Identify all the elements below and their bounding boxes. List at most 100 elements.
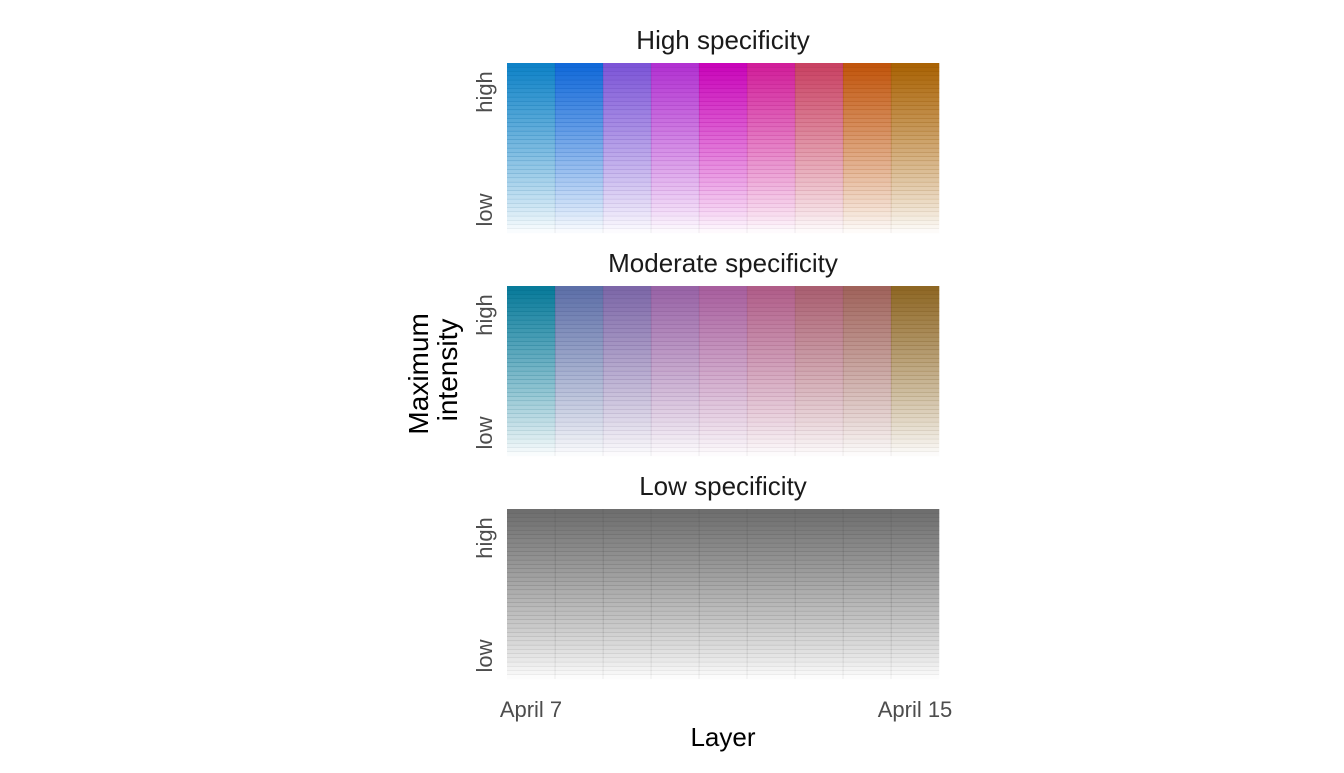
heatmap-cell	[555, 358, 604, 363]
heatmap-cell	[651, 670, 700, 676]
heatmap-cell	[891, 165, 940, 170]
heatmap-cell	[507, 341, 556, 346]
heatmap-cell	[747, 396, 796, 402]
heatmap-cell	[747, 169, 796, 174]
heatmap-cell	[747, 551, 796, 557]
heatmap-cell	[747, 156, 796, 162]
heatmap-cell	[555, 75, 604, 81]
heatmap-cell	[555, 551, 604, 557]
heatmap-cell	[507, 148, 556, 153]
heatmap-cell	[603, 383, 652, 389]
heatmap-cell	[555, 521, 604, 527]
heatmap-cell	[603, 63, 652, 68]
heatmap-cell	[603, 80, 652, 85]
heatmap-cell	[555, 589, 604, 595]
heatmap-cell	[795, 362, 844, 368]
heatmap-cell	[843, 632, 892, 637]
heatmap-cell	[651, 379, 700, 385]
heatmap-cell	[603, 538, 652, 544]
heatmap-cell	[507, 409, 556, 414]
heatmap-cell	[747, 341, 796, 346]
heatmap-cell	[747, 109, 796, 115]
heatmap-cell	[795, 320, 844, 325]
heatmap-cell	[507, 388, 556, 393]
heatmap-cell	[555, 156, 604, 162]
heatmap-cell	[891, 572, 940, 578]
heatmap-cell	[699, 589, 748, 595]
heatmap-cell	[651, 572, 700, 578]
heatmap-cell	[507, 632, 556, 637]
heatmap-cell	[747, 430, 796, 436]
heatmap-cell	[555, 122, 604, 128]
heatmap-cell	[747, 358, 796, 363]
heatmap-cell	[795, 186, 844, 191]
heatmap-cell	[795, 229, 843, 234]
heatmap-cell	[651, 615, 700, 620]
heatmap-cell	[603, 224, 652, 230]
heatmap-cell	[891, 307, 940, 312]
heatmap-cell	[507, 615, 556, 620]
heatmap-cell	[507, 434, 556, 440]
heatmap-cell	[507, 670, 556, 676]
heatmap-cell	[795, 105, 844, 111]
heatmap-cell	[843, 182, 892, 187]
heatmap-cell	[699, 169, 748, 174]
heatmap-cell	[507, 649, 556, 654]
heatmap-cell	[555, 409, 604, 414]
heatmap-cell	[891, 662, 940, 667]
heatmap-cell	[699, 207, 748, 213]
heatmap-cell	[747, 88, 796, 94]
heatmap-cell	[747, 657, 796, 663]
heatmap-cell	[747, 615, 796, 620]
heatmap-cell	[843, 443, 892, 448]
heatmap-cell	[699, 199, 748, 204]
heatmap-cell	[651, 509, 700, 514]
heatmap-cell	[747, 400, 796, 406]
heatmap-cell	[555, 581, 604, 586]
y-axis-label: Maximum intensity	[403, 305, 463, 434]
heatmap-cell	[603, 345, 652, 351]
heatmap-cell	[603, 122, 652, 128]
heatmap-cell	[843, 547, 892, 552]
heatmap-cell	[555, 568, 604, 574]
heatmap-cell	[795, 375, 844, 380]
heatmap-cell	[651, 611, 700, 616]
heatmap-cell	[699, 366, 748, 372]
heatmap-cell	[747, 311, 796, 317]
heatmap-cell	[891, 649, 940, 654]
heatmap-cell	[699, 126, 748, 132]
heatmap-cell	[507, 383, 556, 389]
heatmap-cell	[891, 152, 940, 157]
heatmap-cell	[891, 392, 940, 397]
heatmap-cell	[891, 345, 940, 351]
heatmap-cell	[795, 636, 844, 642]
heatmap-cell	[843, 320, 892, 325]
heatmap-cell	[651, 538, 700, 544]
heatmap-cell	[555, 109, 604, 115]
heatmap-cell	[891, 354, 940, 359]
heatmap-cell	[747, 662, 796, 667]
heatmap-cell	[507, 152, 556, 157]
heatmap-cell	[555, 71, 604, 77]
heatmap-cell	[603, 203, 652, 208]
heatmap-cell	[603, 653, 652, 659]
heatmap-cell	[555, 383, 604, 389]
heatmap-cell	[891, 315, 940, 321]
heatmap-cell	[747, 653, 796, 659]
heatmap-cell	[699, 509, 748, 514]
heatmap-cell	[555, 118, 604, 123]
heatmap-cell	[747, 190, 796, 196]
heatmap-cell	[699, 63, 748, 68]
heatmap-cell	[747, 337, 796, 342]
heatmap-cell	[891, 332, 940, 338]
heatmap-cell	[795, 332, 844, 338]
heatmap-cell	[603, 572, 652, 578]
heatmap-cell	[651, 417, 700, 423]
heatmap-cell	[891, 585, 940, 591]
heatmap-cell	[651, 156, 700, 162]
heatmap-cell	[555, 211, 604, 217]
heatmap-cell	[507, 224, 556, 230]
heatmap-cell	[555, 509, 604, 514]
heatmap-cell	[795, 670, 844, 676]
heatmap-cell	[651, 165, 700, 170]
